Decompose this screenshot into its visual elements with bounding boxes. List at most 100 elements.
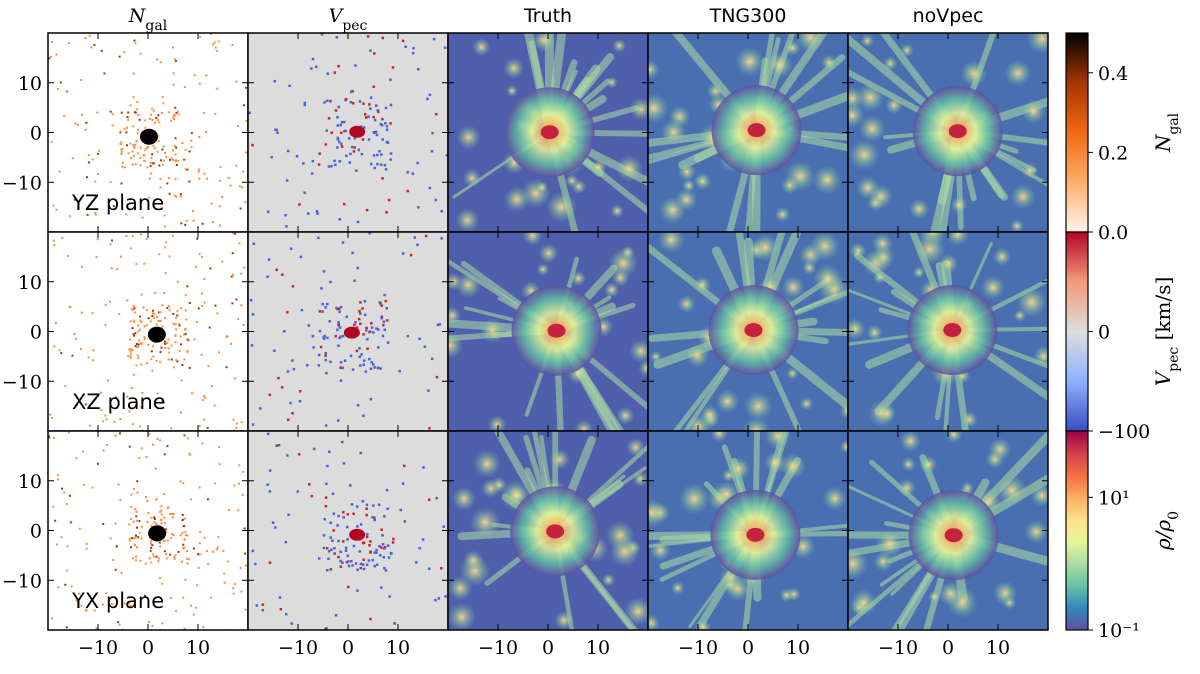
galaxy-pixel [155,117,157,119]
galaxy-pixel [198,136,200,138]
galaxy-pixel [174,195,176,197]
velocity-pixel [402,252,405,255]
galaxy-pixel [174,153,176,155]
galaxy-pixel [202,443,204,445]
velocity-pixel [326,465,329,468]
x-tick-label: 0 [542,637,554,659]
galaxy-pixel [75,457,77,459]
galaxy-pixel [153,162,155,164]
galaxy-pixel [137,536,139,538]
velocity-pixel [330,549,333,552]
galaxy-pixel [138,520,140,522]
velocity-pixel [366,209,369,212]
galaxy-pixel [227,560,229,562]
galaxy-pixel [86,176,88,178]
galaxy-pixel [173,84,175,86]
velocity-pixel [417,206,420,209]
galaxy-pixel [176,314,178,316]
galaxy-pixel [133,73,135,75]
velocity-pixel [375,549,378,552]
velocity-pixel [281,273,284,276]
galaxy-pixel [63,491,65,493]
galaxy-pixel [124,128,126,130]
galaxy-pixel [120,182,122,184]
halo [919,455,937,473]
galaxy-pixel [165,272,167,274]
halo [1033,346,1054,367]
velocity-pixel [377,346,380,349]
velocity-pixel [315,66,318,69]
velocity-pixel [382,324,385,327]
velocity-pixel [335,614,338,617]
velocity-pixel [403,465,406,468]
velocity-pixel [329,522,332,525]
galaxy-pixel [51,41,53,43]
halo [447,603,476,632]
velocity-pixel [345,98,348,101]
velocity-pixel [389,78,392,81]
velocity-pixel [333,160,336,163]
galaxy-pixel [174,107,176,109]
galaxy-pixel [228,509,230,511]
galaxy-pixel [60,82,62,84]
galaxy-pixel [180,336,182,338]
galaxy-pixel [230,343,232,345]
galaxy-pixel [172,516,174,518]
galaxy-pixel [146,147,148,149]
velocity-pixel [325,505,328,508]
velocity-pixel [325,359,328,362]
halo [1021,99,1045,123]
galaxy-pixel [136,343,138,345]
galaxy-pixel [161,326,163,328]
galaxy-pixel [243,324,245,326]
velocity-pixel [382,37,385,40]
velocity-pixel [296,155,299,158]
galaxy-pixel [89,35,91,37]
galaxy-pixel [137,330,139,332]
galaxy-pixel [83,484,85,486]
velocity-pixel [339,218,342,221]
velocity-pixel [351,146,354,149]
halo [695,619,712,636]
galaxy-pixel [134,40,136,42]
galaxy-pixel [172,235,174,237]
velocity-pixel [384,164,387,167]
velocity-pixel [283,330,286,333]
galaxy-pixel [198,168,200,170]
galaxy-pixel [151,153,153,155]
x-tick-label: 10 [186,637,210,659]
galaxy-pixel [88,356,90,358]
galaxy-pixel [121,572,123,574]
panel [448,0,675,271]
x-tick-label: 0 [942,637,954,659]
galaxy-pixel [161,347,163,349]
velocity-pixel [370,368,373,371]
velocity-pixel [291,359,294,362]
velocity-pixel [353,150,356,153]
galaxy-pixel [170,120,172,122]
galaxy-pixel [163,493,165,495]
galaxy-pixel [150,358,152,360]
galaxy-pixel [137,152,139,154]
velocity-pixel [358,318,361,321]
velocity-pixel [359,452,362,455]
velocity-pixel [274,129,277,132]
velocity-pixel [353,146,356,149]
velocity-pixel [373,52,376,55]
galaxy-pixel [201,256,203,258]
galaxy-pixel [214,113,216,115]
halo [752,234,779,261]
velocity-pixel [342,516,345,519]
galaxy-pixel [95,627,97,629]
galaxy-pixel [129,540,131,542]
velocity-pixel [390,152,393,155]
core [547,324,565,338]
galaxy-pixel [133,521,135,523]
galaxy-pixel [127,152,129,154]
galaxy-pixel [198,171,200,173]
velocity-pixel [380,317,383,320]
velocity-pixel [339,160,342,163]
galaxy-pixel [161,149,163,151]
galaxy-pixel [238,242,240,244]
galaxy-pixel [120,256,122,258]
